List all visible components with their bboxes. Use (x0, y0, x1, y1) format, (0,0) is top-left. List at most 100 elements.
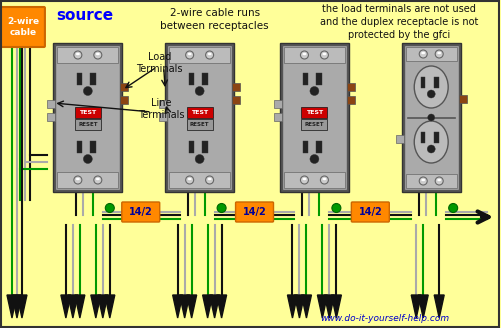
Polygon shape (318, 295, 327, 318)
Ellipse shape (323, 53, 327, 55)
Bar (120, 96, 128, 104)
Bar (284, 47, 345, 63)
Polygon shape (75, 295, 85, 318)
Polygon shape (295, 295, 305, 318)
Polygon shape (98, 295, 108, 318)
Bar (167, 45, 232, 190)
FancyBboxPatch shape (1, 7, 45, 47)
Ellipse shape (437, 52, 441, 54)
Bar (187, 107, 212, 118)
Circle shape (435, 177, 443, 185)
Polygon shape (288, 295, 298, 318)
Circle shape (217, 203, 226, 213)
Ellipse shape (323, 178, 327, 180)
Bar (347, 96, 355, 104)
Bar (347, 83, 355, 91)
Circle shape (321, 176, 328, 184)
Polygon shape (331, 295, 341, 318)
Bar (317, 73, 323, 85)
Text: 14/2: 14/2 (358, 207, 382, 217)
Polygon shape (105, 295, 115, 318)
Circle shape (195, 87, 204, 95)
Text: Line
Terminals: Line Terminals (138, 98, 185, 120)
FancyBboxPatch shape (351, 202, 389, 222)
Text: RESET: RESET (305, 122, 324, 127)
Text: RESET: RESET (78, 122, 98, 127)
Polygon shape (91, 295, 101, 318)
Polygon shape (17, 295, 27, 318)
Bar (187, 119, 212, 130)
Circle shape (74, 176, 82, 184)
Polygon shape (187, 295, 196, 318)
Ellipse shape (303, 178, 307, 180)
Bar (396, 135, 404, 143)
Bar (54, 43, 122, 192)
Ellipse shape (96, 53, 100, 55)
Bar (169, 47, 230, 63)
Circle shape (105, 203, 114, 213)
Ellipse shape (421, 52, 425, 54)
Polygon shape (68, 295, 78, 318)
Bar (75, 107, 101, 118)
Polygon shape (418, 295, 428, 318)
Text: 14/2: 14/2 (129, 207, 153, 217)
Bar (58, 47, 118, 63)
Circle shape (419, 50, 427, 58)
Text: TEST: TEST (191, 110, 208, 115)
Bar (434, 132, 439, 143)
Circle shape (428, 114, 435, 121)
Ellipse shape (188, 178, 192, 180)
Bar (317, 141, 323, 153)
Bar (201, 73, 207, 85)
Bar (232, 96, 240, 104)
Bar (406, 47, 457, 61)
Text: 14/2: 14/2 (242, 207, 267, 217)
Bar (120, 83, 128, 91)
Text: www.do-it-yourself-help.com: www.do-it-yourself-help.com (320, 314, 449, 323)
Bar (434, 77, 439, 88)
Bar (56, 45, 120, 190)
Circle shape (94, 51, 102, 59)
Bar (402, 43, 460, 192)
FancyBboxPatch shape (235, 202, 274, 222)
Polygon shape (325, 295, 334, 318)
Bar (284, 172, 345, 188)
Bar (304, 141, 309, 153)
Text: the load terminals are not used
and the duplex receptacle is not
protected by th: the load terminals are not used and the … (320, 4, 478, 40)
Circle shape (83, 87, 92, 95)
Circle shape (74, 51, 82, 59)
Polygon shape (61, 295, 71, 318)
Bar (159, 113, 167, 121)
Circle shape (186, 176, 194, 184)
Text: TEST: TEST (306, 110, 323, 115)
Bar (458, 95, 466, 103)
Bar (304, 73, 309, 85)
Ellipse shape (414, 121, 448, 163)
Circle shape (301, 176, 309, 184)
Circle shape (435, 50, 443, 58)
Circle shape (205, 51, 213, 59)
Bar (48, 113, 56, 121)
Bar (77, 73, 82, 85)
Ellipse shape (96, 178, 100, 180)
Ellipse shape (207, 53, 211, 55)
Bar (274, 113, 282, 121)
Circle shape (419, 177, 427, 185)
Text: Load
Terminals: Load Terminals (136, 52, 183, 74)
Bar (232, 83, 240, 91)
Circle shape (332, 203, 341, 213)
Bar (274, 100, 282, 108)
Text: 2-wire
cable: 2-wire cable (7, 17, 39, 37)
Ellipse shape (188, 53, 192, 55)
Text: source: source (56, 8, 113, 23)
Bar (280, 43, 349, 192)
Bar (90, 73, 96, 85)
Ellipse shape (76, 53, 80, 55)
Circle shape (83, 154, 92, 163)
Circle shape (321, 51, 328, 59)
Bar (58, 172, 118, 188)
Polygon shape (209, 295, 219, 318)
Bar (189, 73, 194, 85)
Ellipse shape (207, 178, 211, 180)
Ellipse shape (303, 53, 307, 55)
